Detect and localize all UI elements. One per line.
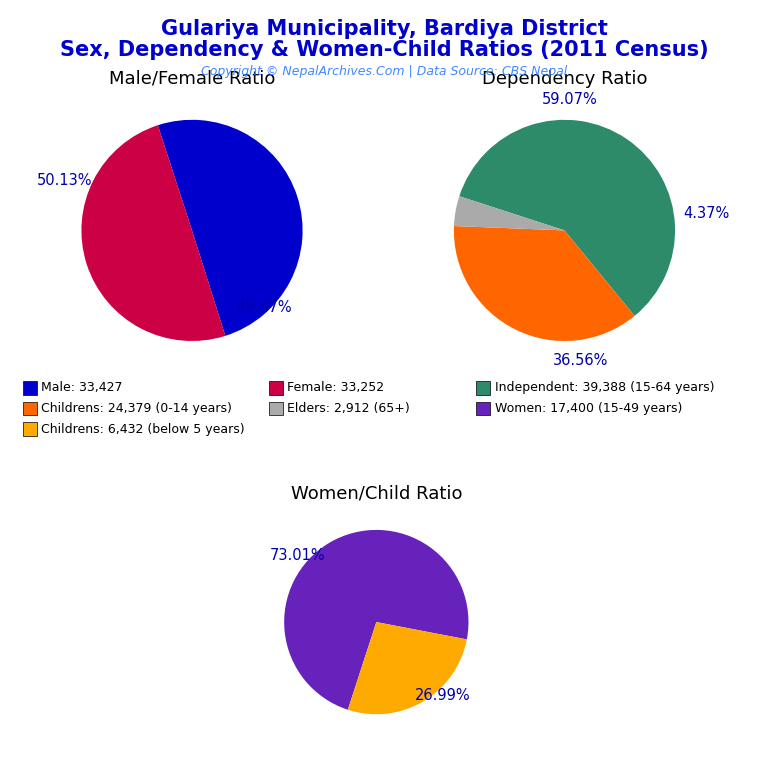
Wedge shape (284, 530, 468, 710)
Text: 59.07%: 59.07% (542, 92, 598, 108)
Text: Copyright © NepalArchives.Com | Data Source: CBS Nepal: Copyright © NepalArchives.Com | Data Sou… (201, 65, 567, 78)
Text: Elders: 2,912 (65+): Elders: 2,912 (65+) (287, 402, 410, 415)
Text: 36.56%: 36.56% (554, 353, 609, 369)
Text: Sex, Dependency & Women-Child Ratios (2011 Census): Sex, Dependency & Women-Child Ratios (20… (60, 40, 708, 60)
Text: Gulariya Municipality, Bardiya District: Gulariya Municipality, Bardiya District (161, 19, 607, 39)
Wedge shape (459, 120, 675, 316)
Text: Independent: 39,388 (15-64 years): Independent: 39,388 (15-64 years) (495, 382, 714, 394)
Text: Childrens: 24,379 (0-14 years): Childrens: 24,379 (0-14 years) (41, 402, 233, 415)
Text: Male: 33,427: Male: 33,427 (41, 382, 123, 394)
Text: 73.01%: 73.01% (270, 548, 326, 563)
Text: 49.87%: 49.87% (236, 300, 292, 316)
Title: Dependency Ratio: Dependency Ratio (482, 70, 647, 88)
Wedge shape (348, 622, 467, 714)
Text: 50.13%: 50.13% (37, 173, 93, 188)
Text: Female: 33,252: Female: 33,252 (287, 382, 384, 394)
Wedge shape (454, 197, 564, 230)
Text: 4.37%: 4.37% (683, 207, 729, 221)
Text: Childrens: 6,432 (below 5 years): Childrens: 6,432 (below 5 years) (41, 423, 245, 435)
Wedge shape (158, 120, 303, 336)
Title: Male/Female Ratio: Male/Female Ratio (109, 70, 275, 88)
Wedge shape (81, 125, 225, 341)
Wedge shape (454, 226, 634, 341)
Text: 26.99%: 26.99% (415, 688, 471, 703)
Text: Women: 17,400 (15-49 years): Women: 17,400 (15-49 years) (495, 402, 682, 415)
Title: Women/Child Ratio: Women/Child Ratio (290, 485, 462, 502)
